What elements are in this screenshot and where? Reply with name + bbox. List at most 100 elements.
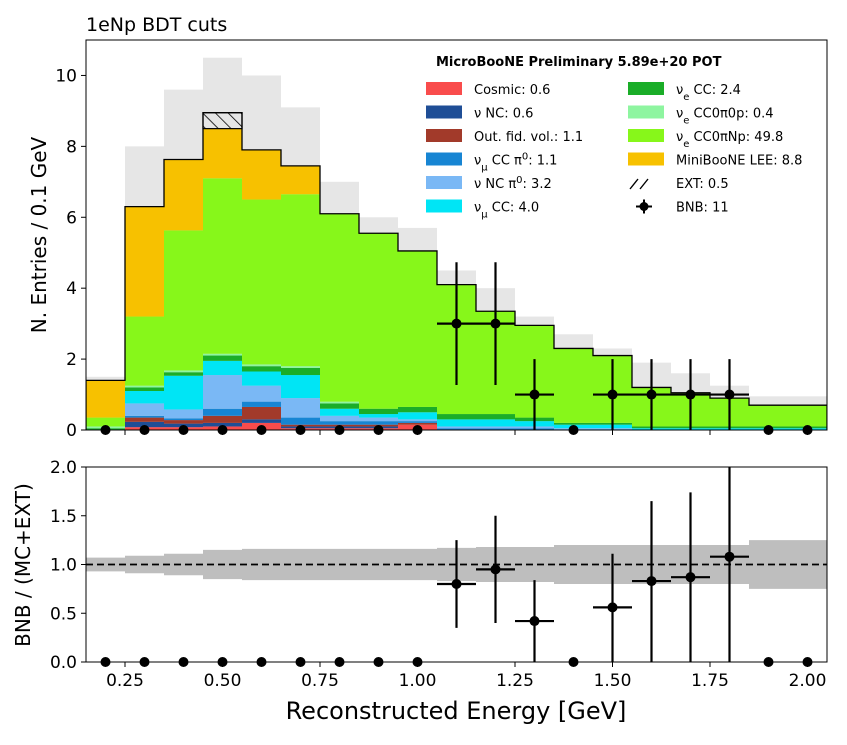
legend: MicroBooNE Preliminary 5.89e+20 POT Cosm…: [426, 55, 802, 220]
x-tick-label: 0.50: [204, 671, 242, 691]
bottom-y-tick-label: 2.0: [50, 458, 77, 478]
bar-nu-e-cc: [125, 387, 164, 391]
bar-nu-mu-cc-pi0: [437, 428, 476, 430]
bar-nu-e-cc: [398, 406, 437, 413]
bar-nu-mu-cc-pi0: [359, 421, 398, 425]
legend-entry: Cosmic: 0.6: [474, 83, 550, 98]
bar-nu-e-cc0pi0p: [125, 385, 164, 388]
legend-entry: νe CC0π0p: 0.4: [676, 107, 774, 127]
bar-out-fid-vol-: [125, 417, 164, 422]
bar-nu-e-cc0pinp: [86, 417, 125, 427]
x-tick-label: 1.25: [496, 671, 534, 691]
legend-swatch: [639, 178, 649, 190]
legend-title: MicroBooNE Preliminary 5.89e+20 POT: [436, 55, 722, 70]
bar-nu-nc-pi0: [320, 415, 359, 422]
bar-nu-mu-cc: [125, 391, 164, 404]
bar-nu-e-cc0pinp: [788, 405, 827, 427]
bar-nu-mu-cc: [359, 414, 398, 418]
bottom-y-tick-label: 1.0: [50, 556, 77, 576]
data-point: [646, 389, 657, 400]
legend-swatch: [628, 105, 664, 119]
x-tick-label: 2.00: [789, 671, 827, 691]
bar-miniboone-lee: [281, 165, 320, 195]
bar-nu-nc-pi0: [437, 426, 476, 429]
bar-nu-e-cc0pinp: [281, 194, 320, 367]
bottom-y-tick-label: 0.5: [50, 604, 77, 624]
legend-entry: ν NC: 0.6: [474, 107, 533, 122]
bar-out-fid-vol-: [203, 415, 242, 423]
x-tick-label: 0.75: [301, 671, 339, 691]
x-tick-label: 0.25: [106, 671, 144, 691]
bar-nu-e-cc0pi0p: [164, 370, 203, 373]
data-point: [451, 318, 462, 329]
bar-nu-e-cc0pi0p: [320, 401, 359, 404]
legend-swatch: [426, 199, 462, 213]
bottom-y-tick-label: 1.5: [50, 507, 77, 527]
top-y-axis-label: N. Entries / 0.1 GeV: [27, 136, 51, 333]
chart-title: 1eNp BDT cuts: [86, 14, 227, 36]
stack-total-outline: [86, 112, 827, 430]
bar-nu-e-cc: [437, 414, 476, 420]
bar-out-fid-vol-: [242, 406, 281, 420]
bar-nu-mu-cc: [281, 375, 320, 399]
bar-nu-e-cc0pinp: [203, 178, 242, 354]
top-y-tick-label: 6: [66, 208, 77, 228]
bar-nu-mu-cc-pi0: [164, 418, 203, 421]
legend-swatch: [426, 82, 462, 95]
legend-swatch: [426, 105, 462, 119]
ratio-point: [451, 579, 462, 589]
bar-nu-nc-pi0: [281, 398, 320, 418]
ratio-point: [529, 616, 540, 627]
legend-swatch: [628, 82, 664, 95]
bar-nu-e-cc: [164, 372, 203, 376]
bar-nu-e-cc0pinp: [398, 250, 437, 407]
bar-nu-e-cc0pinp: [125, 316, 164, 386]
ratio-point: [724, 551, 735, 562]
x-axis-label: Reconstructed Energy [GeV]: [286, 697, 627, 725]
legend-swatch: [426, 129, 462, 142]
bar-nu-nc: [125, 421, 164, 428]
top-plot-frame: [85, 39, 828, 431]
bottom-y-tick-label: 0.0: [50, 653, 77, 673]
bar-nu-e-cc0pinp: [164, 230, 203, 371]
data-point: [685, 389, 696, 400]
bottom-y-axis-label: BNB / (MC+EXT): [11, 483, 35, 647]
legend-entry: νe CC: 2.4: [676, 83, 741, 103]
bar-nu-nc-pi0: [164, 409, 203, 419]
bar-nu-e-cc0pinp: [359, 233, 398, 409]
data-point: [490, 318, 501, 329]
data-point: [529, 389, 540, 400]
bar-nu-mu-cc: [398, 412, 437, 420]
bar-nu-e-cc: [281, 367, 320, 376]
legend-swatch: [639, 202, 649, 211]
bar-nu-e-cc0pi0p: [203, 353, 242, 356]
legend-entry: Out. fid. vol.: 1.1: [474, 130, 583, 145]
bar-nu-nc-pi0: [398, 419, 437, 422]
bar-nu-e-cc: [554, 422, 593, 425]
bar-nu-e-cc0pinp: [320, 213, 359, 402]
top-y-tick-label: 8: [66, 137, 77, 157]
bar-nu-mu-cc-pi0: [203, 408, 242, 416]
bar-nu-e-cc0pinp: [554, 348, 593, 423]
bar-nu-nc-pi0: [203, 375, 242, 409]
bar-nu-mu-cc-pi0: [476, 428, 515, 430]
bar-nu-mu-cc: [320, 408, 359, 416]
bar-out-fid-vol-: [398, 422, 437, 425]
bar-nu-mu-cc: [203, 360, 242, 376]
bar-nu-nc-pi0: [125, 403, 164, 416]
legend-swatch: [629, 178, 639, 190]
legend-swatch: [426, 176, 462, 189]
bar-nu-e-cc0pinp: [749, 405, 788, 427]
bar-nu-e-cc: [359, 408, 398, 415]
bar-nu-e-cc: [320, 403, 359, 409]
bar-nu-e-cc0pi0p: [242, 364, 281, 367]
bar-nu-mu-cc: [437, 419, 476, 427]
bar-miniboone-lee: [164, 159, 203, 231]
bar-ext: [202, 112, 243, 130]
bar-nu-mu-cc: [476, 419, 515, 427]
legend-entry: νμ CC π0: 1.1: [474, 151, 557, 173]
data-point: [607, 389, 618, 400]
ratio-point: [490, 564, 501, 575]
legend-swatch: [628, 129, 664, 142]
ratio-point: [685, 572, 696, 583]
